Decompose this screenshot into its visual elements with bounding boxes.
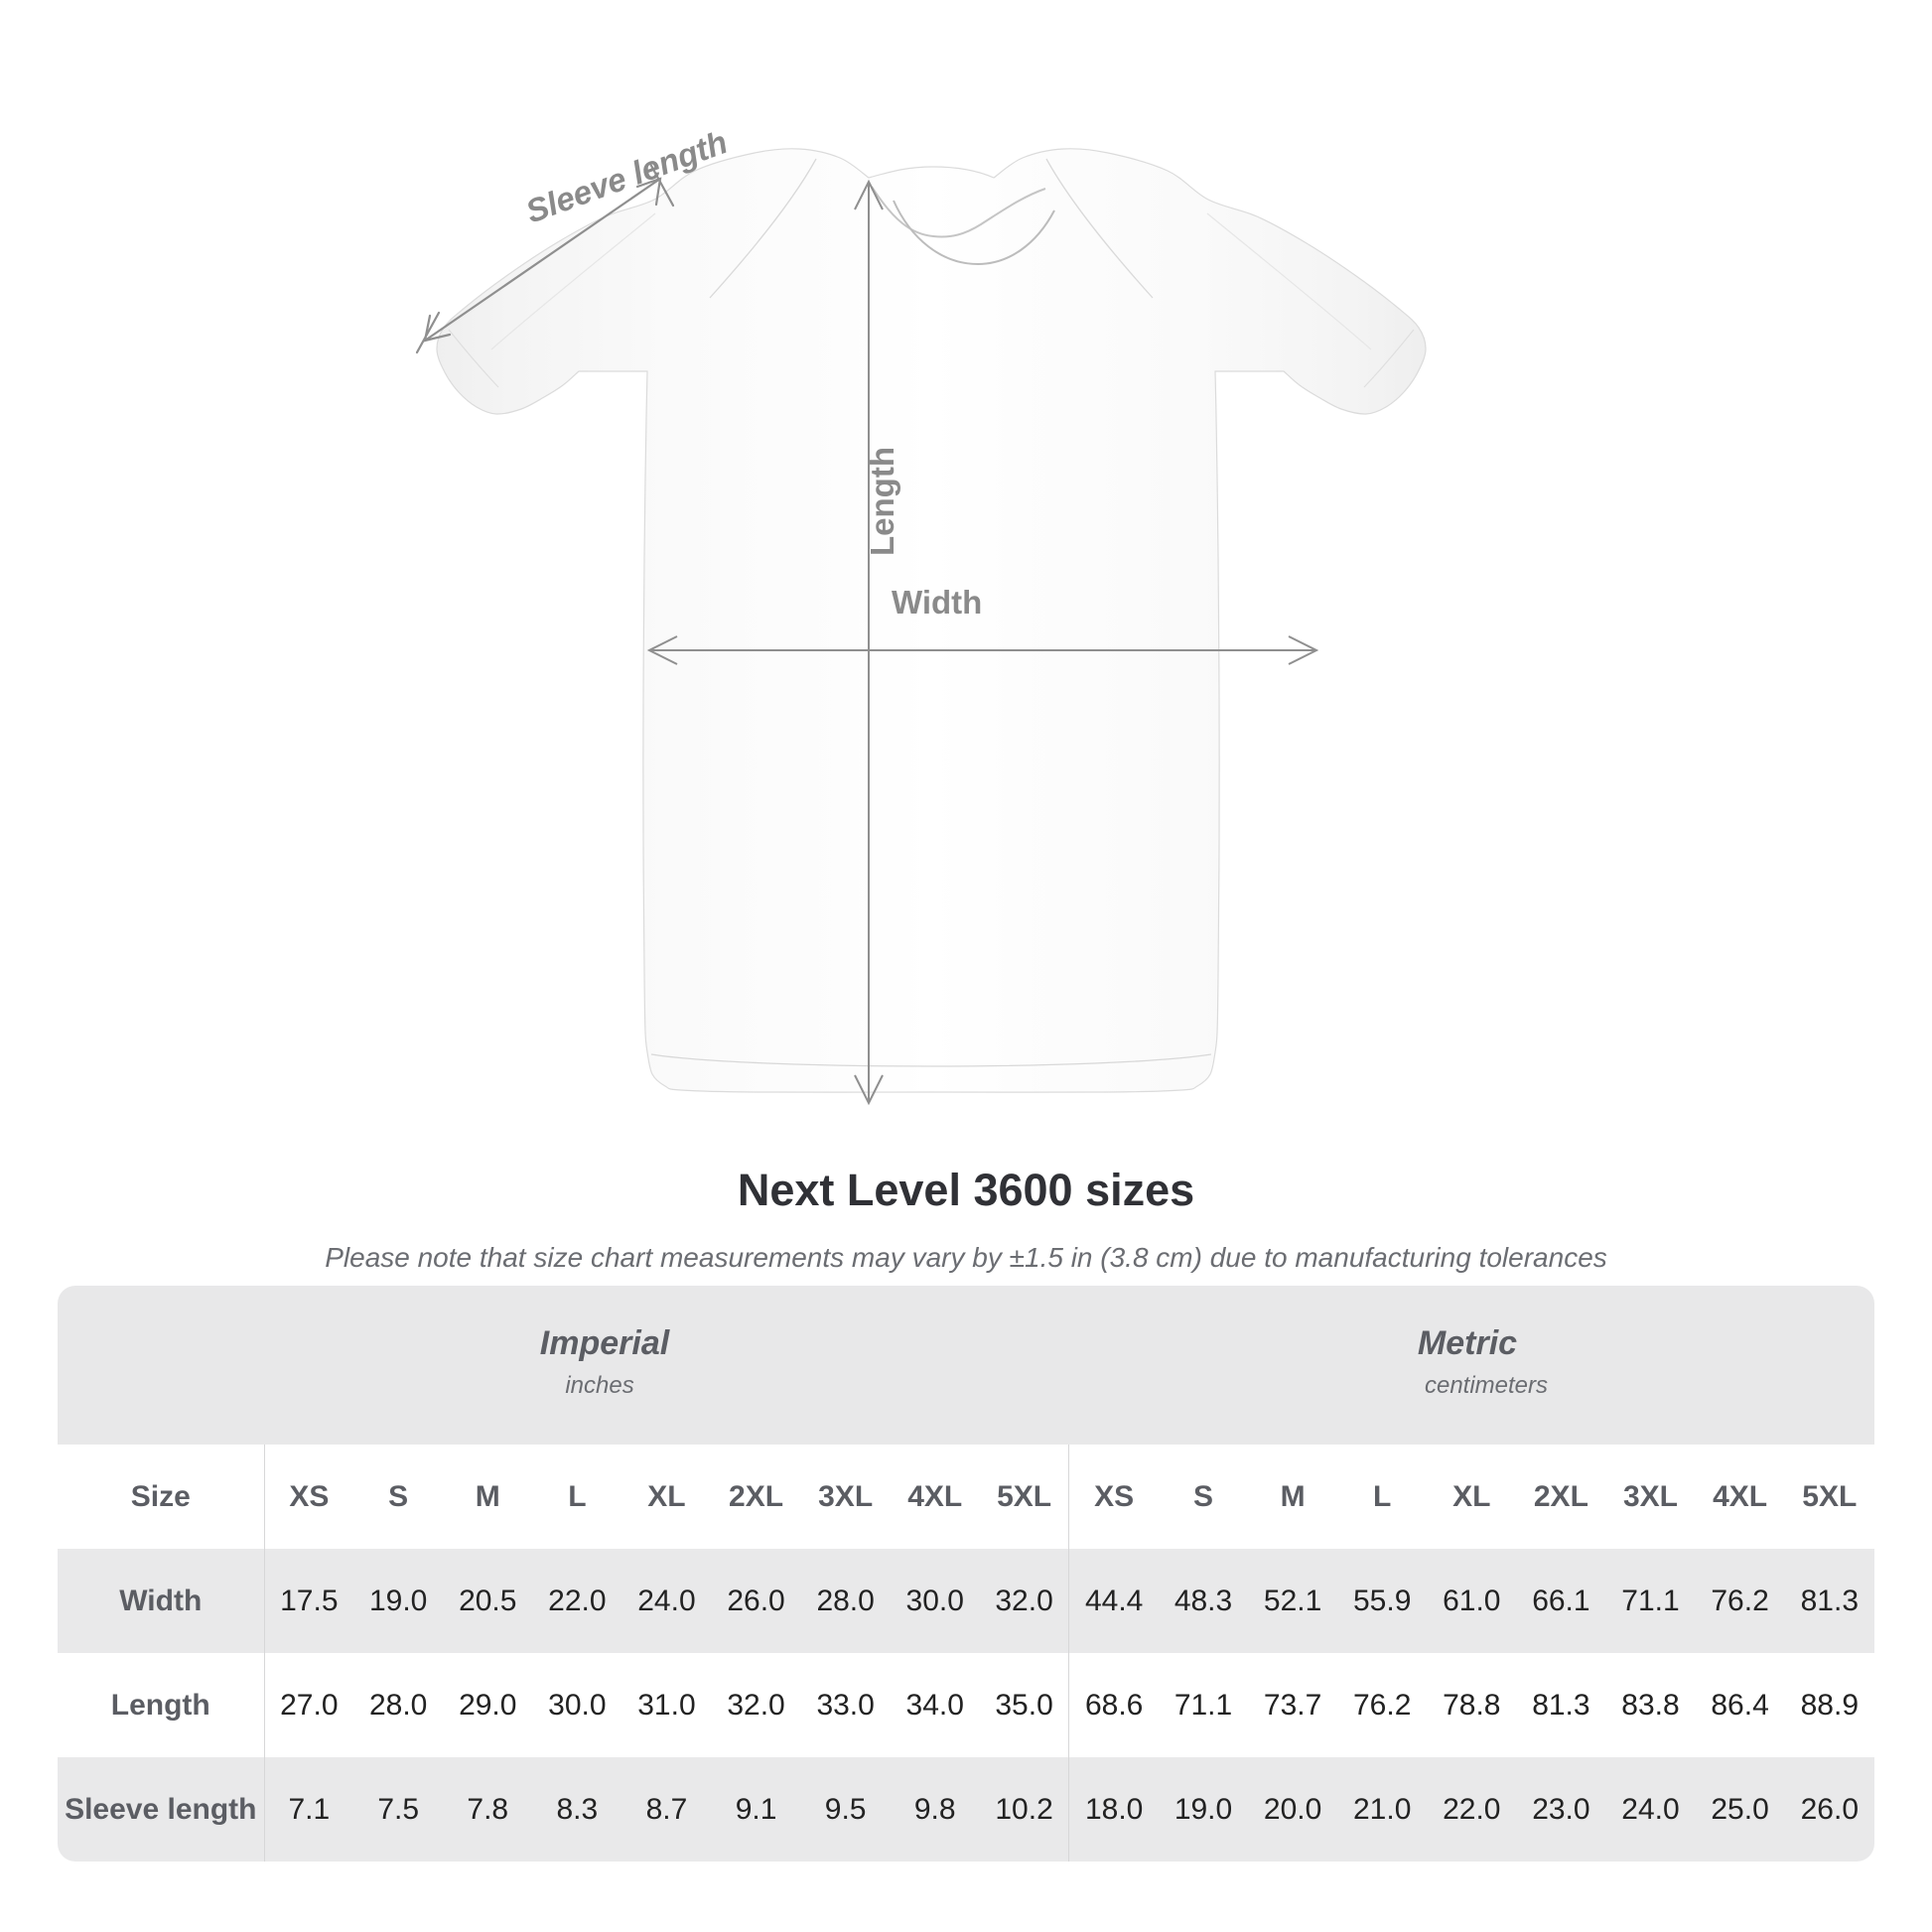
svg-text:Width: Width xyxy=(892,584,982,621)
svg-text:Length: Length xyxy=(864,447,900,556)
